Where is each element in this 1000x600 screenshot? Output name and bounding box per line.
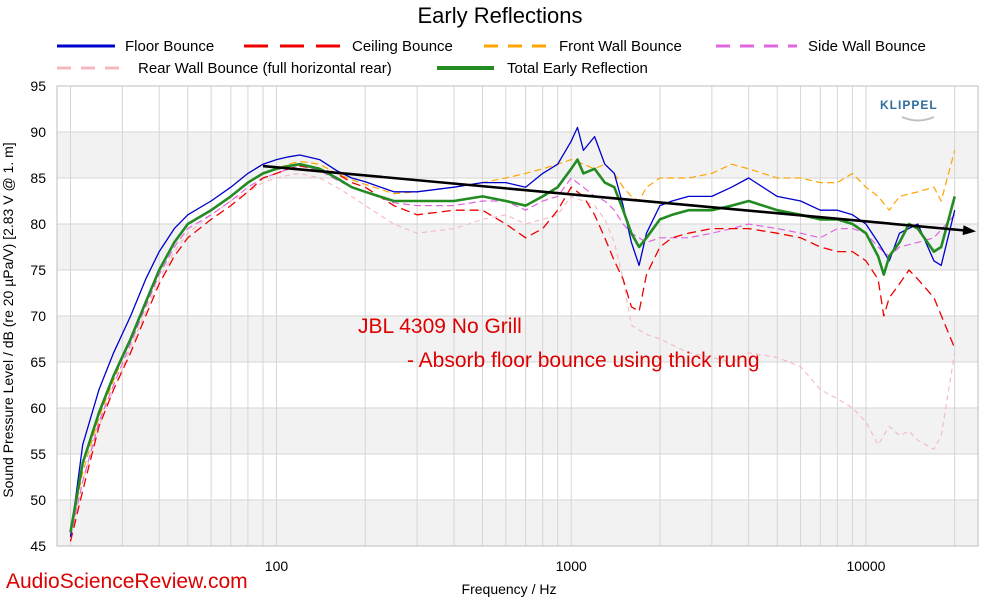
series-line-total-early-reflection [69,158,956,533]
plot-frame [56,85,979,547]
y-tick-label: 45 [30,538,46,554]
series-line-side-wall-bounce [69,165,956,537]
y-tick-label: 95 [30,78,46,94]
plot-band [57,316,978,362]
legend-label-floor-bounce: Floor Bounce [125,38,214,55]
x-tick-label: 1000 [556,558,587,574]
series-layer [69,126,956,542]
y-tick-label: 85 [30,170,46,186]
legend-label-total-early-reflection: Total Early Reflection [507,60,648,77]
trend-arrow-line [262,164,969,233]
x-tick-label: 100 [265,558,289,574]
plot-band [57,132,978,178]
klippel-logo-text: KLIPPEL [880,98,938,112]
legend-label-rear-wall-bounce: Rear Wall Bounce (full horizontal rear) [138,60,392,77]
plot-area [57,86,978,546]
y-tick-label: 55 [30,446,46,462]
y-tick-label: 75 [30,262,46,278]
legend-item-front-wall-bounce: Front Wall Bounce [484,38,682,55]
y-tick-label: 50 [30,492,46,508]
annotation-model: JBL 4309 No Grill [358,315,522,338]
y-tick-label: 70 [30,308,46,324]
series-line-floor-bounce [69,126,956,537]
y-tick-label: 60 [30,400,46,416]
legend-label-ceiling-bounce: Ceiling Bounce [352,38,453,55]
y-tick-label: 65 [30,354,46,370]
chart-title: Early Reflections [417,3,582,28]
grid [56,85,979,547]
y-tick-label: 90 [30,124,46,140]
watermark: AudioScienceReview.com [6,570,248,593]
plot-band [57,224,978,270]
x-tick-label: 10000 [846,558,885,574]
legend-item-ceiling-bounce: Ceiling Bounce [244,38,453,55]
legend-item-total-early-reflection: Total Early Reflection [437,60,648,77]
plot-band [57,500,978,546]
legend-item-side-wall-bounce: Side Wall Bounce [716,38,926,55]
trend-arrow [262,164,976,236]
plot-band [57,408,978,454]
y-axis-ticks: 45 50 55 60 65 70 75 80 85 90 95 [30,78,46,554]
klippel-logo-swoosh-icon [901,116,935,122]
y-tick-label: 80 [30,216,46,232]
annotation-note: - Absorb floor bounce using thick rung [407,349,760,372]
series-line-ceiling-bounce [69,165,956,542]
legend-item-rear-wall-bounce: Rear Wall Bounce (full horizontal rear) [57,60,392,77]
x-axis-label: Frequency / Hz [462,581,557,597]
legend-item-floor-bounce: Floor Bounce [57,38,214,55]
legend-label-front-wall-bounce: Front Wall Bounce [559,38,682,55]
legend: Floor Bounce Ceiling Bounce Front Wall B… [57,38,926,77]
klippel-logo: KLIPPEL [880,98,938,122]
x-axis-ticks: 100 1000 10000 [265,558,886,574]
y-axis-label: Sound Pressure Level / dB (re 20 µPa/V) … [0,142,16,497]
legend-label-side-wall-bounce: Side Wall Bounce [808,38,926,55]
trend-arrow-head-icon [962,225,976,236]
